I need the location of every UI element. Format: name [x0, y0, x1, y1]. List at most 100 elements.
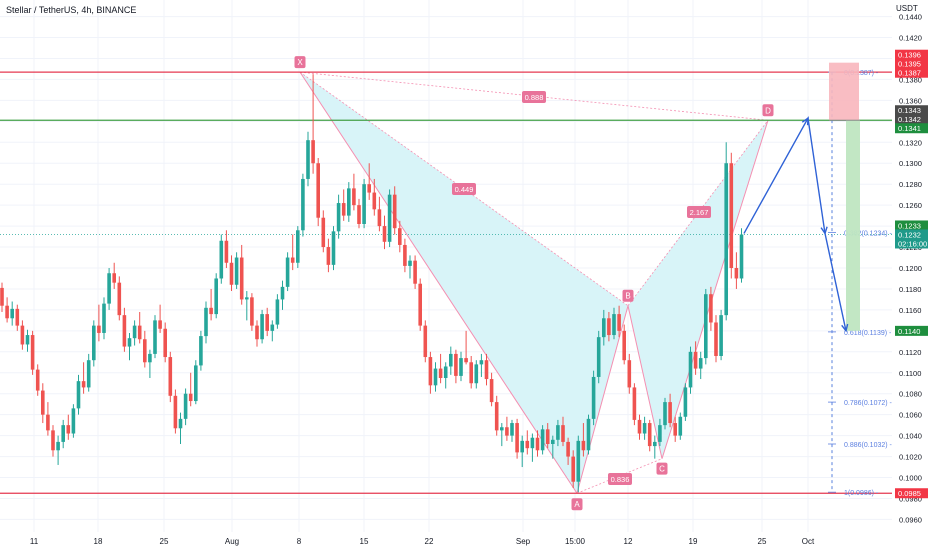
- candle: [408, 255, 412, 279]
- candle-body: [377, 209, 382, 227]
- candle-body: [66, 425, 71, 434]
- candle-body: [433, 368, 438, 386]
- candle-body: [617, 314, 621, 331]
- time-tick-label: 22: [425, 537, 434, 546]
- candle-body: [316, 163, 320, 218]
- candle: [122, 307, 127, 352]
- candle: [714, 315, 718, 363]
- candle: [734, 252, 739, 289]
- symbol-title: Stellar / TetherUS, 4h, BINANCE: [6, 5, 137, 15]
- risk-reward-box: [829, 62, 860, 331]
- time-tick-label: 15:00: [565, 537, 586, 546]
- candle-body: [97, 325, 101, 333]
- candle: [474, 360, 479, 389]
- price-tick-label: 0.1120: [899, 348, 921, 357]
- candle-body: [663, 402, 667, 426]
- candle: [163, 322, 167, 363]
- candle: [10, 301, 14, 326]
- ratio-label-bg: [687, 206, 711, 218]
- candle: [341, 189, 346, 221]
- candle-body: [214, 278, 218, 315]
- price-label: 02:16:00: [895, 238, 928, 249]
- candle-body: [132, 325, 137, 339]
- candle-body: [306, 140, 310, 179]
- candle-body: [347, 188, 351, 216]
- candle-body: [46, 414, 50, 431]
- currency-label: USDT: [896, 4, 918, 13]
- price-label-text: 0.1387: [898, 69, 921, 78]
- candle: [214, 273, 218, 319]
- point-label-d: D: [762, 104, 774, 117]
- candle: [158, 304, 162, 333]
- candle-body: [658, 425, 662, 442]
- candle: [234, 252, 239, 289]
- candle: [30, 330, 35, 375]
- candle: [199, 330, 203, 371]
- price-label: 0.1395: [895, 58, 928, 69]
- candle: [525, 430, 530, 455]
- candle: [0, 282, 4, 312]
- price-label-bg: [895, 67, 928, 78]
- price-label-text: 0.0985: [898, 489, 921, 498]
- candle-body: [556, 425, 560, 440]
- candle: [673, 416, 677, 442]
- candle-body: [153, 320, 157, 354]
- fib-label: 0.382(0.1234) -: [844, 230, 893, 237]
- point-label-a: A: [571, 498, 583, 511]
- harmonic-pattern: [299, 71, 769, 494]
- candle-body: [255, 325, 259, 340]
- arrow-head-down: [841, 323, 849, 333]
- candle: [663, 397, 667, 430]
- candle: [535, 430, 540, 457]
- candle-body: [607, 318, 611, 336]
- candle: [357, 198, 361, 229]
- candle: [46, 402, 50, 436]
- time-tick-label: 8: [297, 537, 302, 546]
- candle: [56, 435, 60, 465]
- price-label-text: 0.1395: [898, 60, 921, 69]
- candle-body: [464, 358, 468, 363]
- candle-body: [709, 294, 713, 323]
- price-label-bg: [895, 49, 928, 60]
- candle-body: [653, 441, 657, 447]
- fib-label: 0.886(0.1032) -: [844, 442, 893, 449]
- time-tick-label: Aug: [225, 537, 239, 546]
- time-tick-label: 15: [360, 537, 369, 546]
- candle: [617, 305, 621, 338]
- ratio-label-bg: [452, 183, 476, 195]
- candle: [71, 404, 76, 438]
- price-tick-label: 0.1320: [899, 138, 922, 147]
- price-label: 0.1342: [895, 114, 928, 125]
- candle-body: [112, 273, 116, 283]
- candle: [698, 351, 703, 380]
- candle: [285, 252, 290, 292]
- candles: [0, 74, 744, 493]
- candle: [438, 353, 443, 384]
- candle-body: [418, 283, 422, 326]
- candle-body: [474, 364, 479, 384]
- candle-body: [632, 387, 637, 420]
- candle: [336, 194, 341, 239]
- candle: [494, 395, 499, 436]
- candle: [484, 353, 489, 386]
- price-label-bg: [895, 105, 928, 116]
- candle-body: [668, 402, 672, 424]
- candle-body: [642, 423, 647, 434]
- candle: [642, 416, 647, 440]
- candle: [510, 419, 514, 442]
- price-label-text: 02:16:00: [898, 239, 927, 248]
- candle-body: [678, 416, 683, 436]
- candle-body: [510, 423, 514, 436]
- candle: [704, 288, 708, 365]
- candle-body: [234, 257, 239, 285]
- candle: [693, 341, 698, 375]
- candle: [637, 414, 642, 440]
- price-tick-label: 0.1380: [899, 75, 922, 84]
- candle: [556, 419, 560, 447]
- candle: [500, 423, 504, 447]
- candle-body: [143, 339, 147, 363]
- point-label-d-bg: [762, 104, 774, 117]
- candle-body: [301, 178, 305, 231]
- candle: [489, 372, 494, 407]
